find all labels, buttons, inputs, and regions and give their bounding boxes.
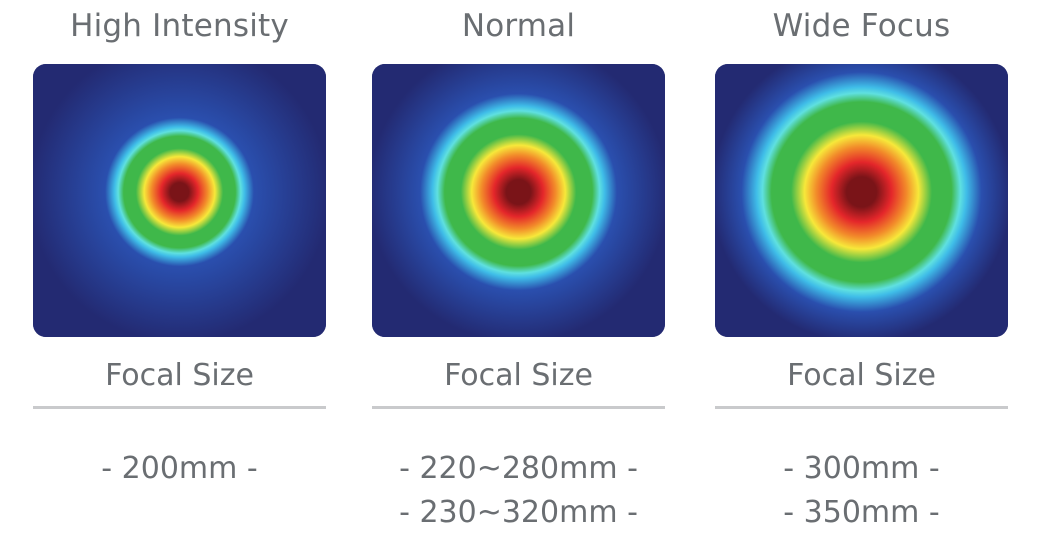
focal-size-value: - 230~320mm - xyxy=(399,495,638,530)
focal-size-values: - 220~280mm - - 230~320mm - xyxy=(352,447,685,535)
mode-column-high-intensity: High Intensity Focal Size - 200mm - xyxy=(33,0,326,558)
heatmap-graphic xyxy=(715,64,1008,337)
focal-size-label: Focal Size xyxy=(787,358,936,393)
mode-title: Wide Focus xyxy=(772,8,951,44)
focal-size-label: Focal Size xyxy=(444,358,593,393)
focal-size-values: - 200mm - xyxy=(13,447,346,491)
focal-spot-heatmap xyxy=(33,64,326,337)
focal-spot xyxy=(33,64,326,337)
heatmap-graphic xyxy=(372,64,665,337)
focal-spot-heatmap xyxy=(715,64,1008,337)
heatmap-graphic xyxy=(33,64,326,337)
mode-title: Normal xyxy=(461,8,576,44)
focal-size-value: - 200mm - xyxy=(101,451,258,486)
focal-size-values: - 300mm - - 350mm - xyxy=(695,447,1028,535)
mode-title: High Intensity xyxy=(70,8,289,44)
focal-size-label: Focal Size xyxy=(105,358,254,393)
mode-column-normal: Normal Focal Size - 220~280mm - - 230~32… xyxy=(372,0,665,558)
focal-size-value: - 300mm - xyxy=(783,451,940,486)
focal-spot xyxy=(715,64,1008,337)
divider-line xyxy=(33,406,326,409)
divider-line xyxy=(715,406,1008,409)
focal-spot-heatmap xyxy=(372,64,665,337)
focal-spot xyxy=(372,64,665,337)
divider-line xyxy=(372,406,665,409)
focal-size-value: - 350mm - xyxy=(783,495,940,530)
mode-column-wide-focus: Wide Focus Focal Size - 300mm - - 350mm … xyxy=(715,0,1008,558)
focal-size-value: - 220~280mm - xyxy=(399,451,638,486)
